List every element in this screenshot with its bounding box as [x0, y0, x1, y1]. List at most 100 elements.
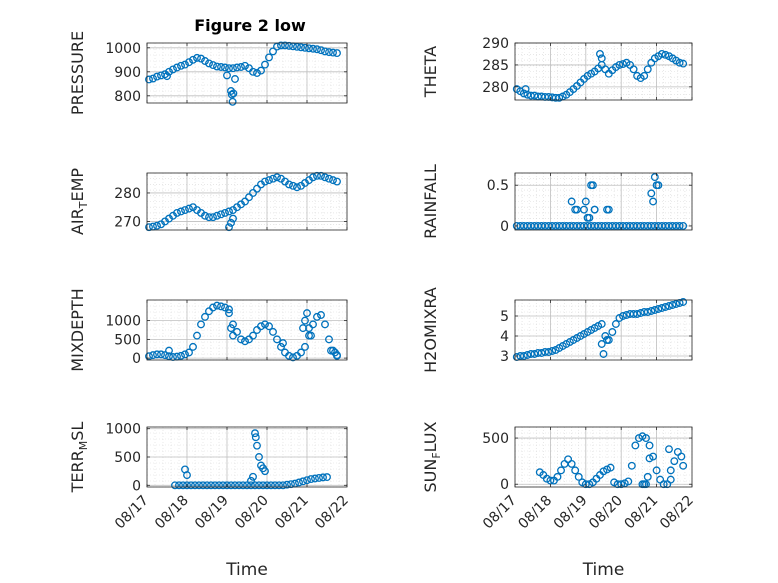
data-point	[203, 481, 211, 490]
data-point	[604, 205, 613, 214]
data-point	[279, 339, 287, 348]
data-point	[333, 351, 341, 360]
y-tick-label: 280	[114, 186, 141, 202]
data-point	[223, 71, 231, 80]
data-point	[145, 223, 153, 232]
data-point	[255, 481, 263, 490]
data-point	[642, 434, 650, 443]
data-point	[285, 351, 293, 360]
data-point	[325, 174, 333, 183]
x-axis-label: Time	[582, 560, 625, 580]
data-point	[553, 472, 562, 481]
data-point	[643, 65, 652, 74]
data-point	[546, 476, 555, 485]
data-point	[313, 171, 321, 180]
chart-panel-1: 800 900 1000 PRESSURE	[68, 31, 348, 115]
data-point	[665, 445, 673, 454]
data-point	[225, 207, 233, 216]
data-point	[177, 351, 185, 360]
data-point	[603, 336, 611, 344]
data-point	[153, 72, 161, 81]
data-point	[185, 204, 193, 213]
data-point	[645, 454, 654, 463]
data-point	[173, 208, 181, 217]
data-point	[213, 301, 221, 310]
data-point	[269, 327, 277, 336]
data-point	[221, 303, 229, 312]
data-point	[269, 47, 277, 56]
data-point	[297, 43, 305, 52]
y-tick-label: 500	[482, 431, 509, 447]
data-point	[231, 75, 239, 83]
data-point	[323, 473, 331, 482]
data-point	[293, 183, 301, 192]
data-point	[657, 50, 666, 58]
data-point	[183, 481, 191, 490]
data-point	[261, 467, 269, 476]
y-tick-label: 3	[500, 349, 509, 365]
data-point	[241, 61, 249, 70]
data-point	[652, 466, 661, 475]
data-point	[295, 478, 303, 487]
data-point	[249, 472, 257, 481]
data-point	[654, 305, 663, 313]
data-point	[228, 97, 237, 106]
y-tick-label: 500	[114, 332, 141, 348]
data-point	[606, 463, 615, 472]
data-point	[173, 63, 181, 72]
data-point	[245, 193, 253, 202]
data-point	[255, 453, 263, 461]
data-point	[221, 208, 229, 217]
data-point	[597, 320, 606, 328]
data-point	[237, 335, 245, 344]
data-point	[657, 304, 666, 312]
y-tick-label: 500	[114, 450, 141, 466]
data-point	[165, 352, 173, 361]
axes-box	[514, 299, 693, 361]
axes-box	[514, 426, 693, 488]
data-point	[317, 311, 325, 319]
data-point	[305, 44, 313, 53]
data-point	[273, 335, 281, 344]
data-point	[153, 350, 161, 359]
axes-box	[514, 42, 693, 101]
y-axis-label: H2OMIXRA	[421, 287, 440, 373]
data-point	[631, 441, 640, 450]
data-point	[574, 472, 583, 481]
y-tick-label: 900	[114, 65, 141, 81]
data-point	[249, 188, 257, 197]
data-point	[317, 171, 325, 180]
data-point	[217, 210, 225, 219]
data-point	[679, 59, 688, 68]
axes-box	[146, 42, 348, 104]
data-point	[225, 309, 233, 318]
data-point	[229, 320, 237, 329]
data-point	[187, 481, 195, 490]
data-point	[269, 174, 277, 183]
y-tick-label: 4	[500, 329, 509, 345]
data-point	[301, 342, 309, 351]
data-point	[672, 300, 681, 308]
data-point	[267, 481, 275, 490]
axes-box	[146, 299, 348, 361]
data-point	[333, 177, 341, 186]
chart-panel-4: 0 0.5 RAINFALL	[421, 164, 693, 239]
data-point	[654, 181, 663, 190]
data-point	[197, 320, 205, 329]
data-point	[297, 348, 305, 357]
data-point	[211, 481, 219, 490]
data-point	[645, 441, 654, 450]
data-point	[285, 41, 293, 50]
data-point	[249, 331, 257, 340]
data-point	[265, 322, 273, 331]
data-point	[313, 45, 321, 54]
data-point	[670, 457, 679, 466]
y-axis-label: THETA	[421, 46, 440, 98]
data-point	[585, 213, 594, 222]
data-point	[633, 310, 642, 318]
data-point	[197, 54, 205, 63]
data-point	[329, 176, 337, 185]
data-point	[666, 466, 675, 475]
data-point	[629, 65, 638, 74]
